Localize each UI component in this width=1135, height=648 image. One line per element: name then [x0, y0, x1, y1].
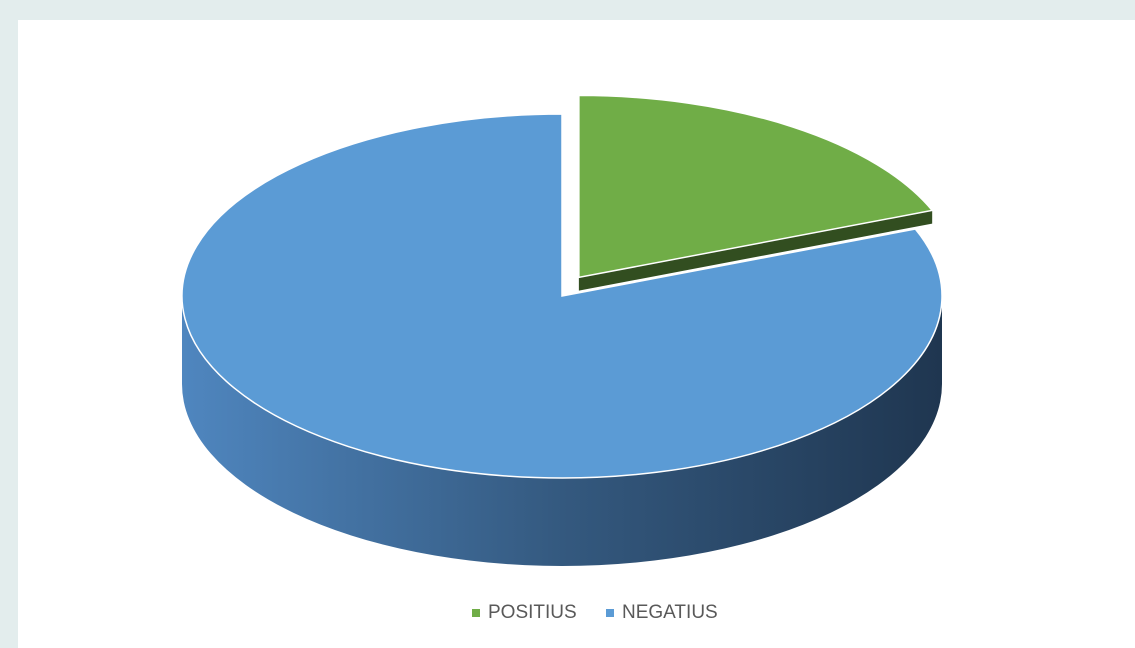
- legend-marker: [472, 609, 480, 617]
- legend-label: POSITIUS: [488, 602, 577, 623]
- pie-slice: [181, 113, 943, 479]
- legend-marker: [606, 609, 614, 617]
- pie-slice: [578, 94, 934, 279]
- slice-wall: [182, 296, 942, 566]
- slice-side: [578, 210, 933, 291]
- legend-label: NEGATIUS: [622, 602, 718, 623]
